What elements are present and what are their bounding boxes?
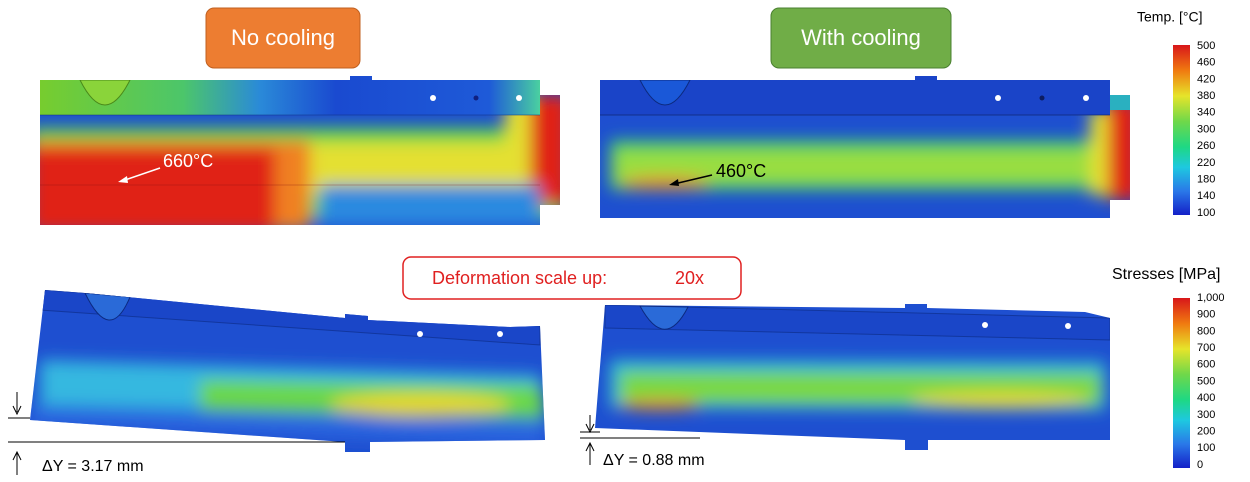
colorbar-tick-label: 220 (1197, 157, 1215, 169)
panel-label: With cooling (801, 25, 921, 50)
colorbar-tick-label: 300 (1197, 409, 1215, 421)
colorbar-tick-label: 460 (1197, 57, 1215, 69)
temp-with-cooling (590, 70, 1140, 230)
figure: No cooling With cooling 660°C 460°C Defo… (0, 0, 1250, 477)
page: {"top": {"labels": ["No cooling", "With … (0, 0, 1250, 477)
callout: 460°C (716, 161, 766, 181)
colorbar-tick-label: 0 (1197, 459, 1203, 471)
temp-no-cooling (30, 70, 570, 233)
colorbar-tick-label: 420 (1197, 73, 1215, 85)
colorbar-tick-label: 500 (1197, 40, 1215, 52)
colorbar-tick-label: 340 (1197, 107, 1215, 119)
colorbar-ticks: 500 460 420 380 340 300 260 220 180 140 100 1,000 90… (1197, 40, 1225, 471)
colorbar-tick-label: 900 (1197, 309, 1215, 321)
scale-title: Temp. [°C] (1137, 9, 1203, 25)
colorbar-tick-label: 180 (1197, 174, 1215, 186)
colorbar-tick-label: 1,000 (1197, 292, 1225, 304)
colorbar-tick-label: 800 (1197, 325, 1215, 337)
colorbar-tick-label: 260 (1197, 140, 1215, 152)
colorbar-tick-label: 140 (1197, 190, 1215, 202)
colorbar-tick-label: 700 (1197, 342, 1215, 354)
callout: 660°C (163, 151, 213, 171)
delta-label: ΔY = 3.17 mm (42, 458, 144, 475)
deformation-label: Deformation scale up: (432, 268, 607, 288)
temp-colorbar (1173, 45, 1190, 215)
colorbar-tick-label: 500 (1197, 375, 1215, 387)
colorbar-tick-label: 200 (1197, 426, 1215, 438)
colorbar-tick-label: 100 (1197, 207, 1215, 219)
stress-no-cooling (20, 280, 560, 460)
colorbar-tick-label: 600 (1197, 359, 1215, 371)
colorbar-tick-label: 100 (1197, 442, 1215, 454)
panel-label: No cooling (231, 25, 335, 50)
delta-label: ΔY = 0.88 mm (603, 452, 705, 469)
scale-title: Stresses [MPa] (1112, 266, 1220, 283)
colorbar-tick-label: 300 (1197, 123, 1215, 135)
stress-with-cooling (585, 295, 1120, 460)
deformation-factor: 20x (675, 268, 704, 288)
colorbar-tick-label: 400 (1197, 392, 1215, 404)
colorbar-tick-label: 380 (1197, 90, 1215, 102)
stress-colorbar (1173, 298, 1190, 468)
